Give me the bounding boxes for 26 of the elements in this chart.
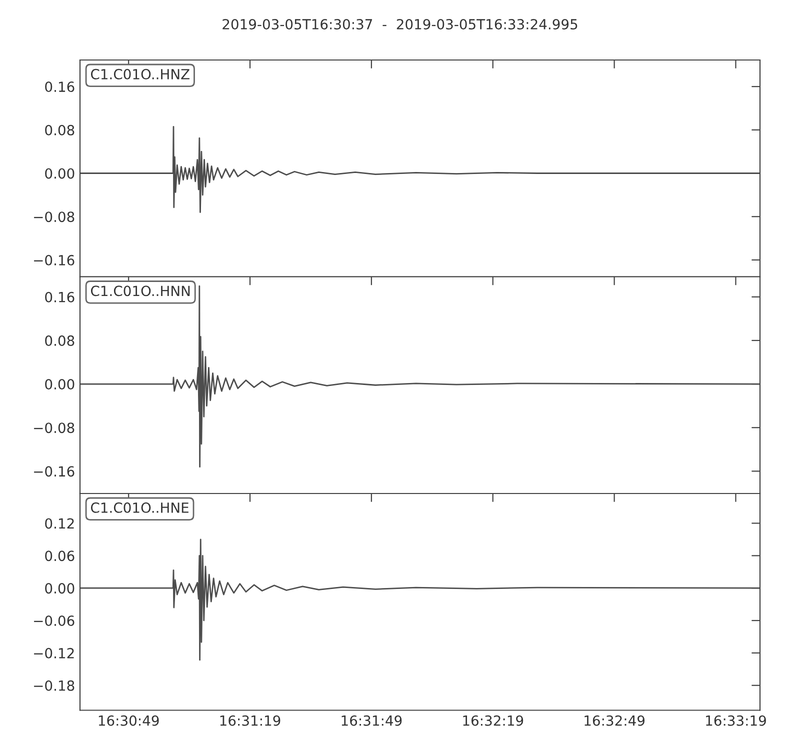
annotation: C1.C01O..HNN: [90, 286, 190, 296]
y-tick-label: 0.08: [45, 124, 74, 136]
x-tick-label: 16:32:19: [463, 715, 524, 726]
x-tick-label: 16:31:49: [342, 715, 402, 726]
y-tick-label: 0.16: [45, 292, 74, 302]
y-tick-label: −0.16: [34, 466, 74, 477]
y-tick-label: 0.12: [45, 518, 74, 529]
y-tick-label: 0.00: [45, 168, 74, 179]
y-tick-label: −0.18: [34, 680, 74, 691]
annotation: C1.C01O..HNE: [90, 502, 188, 513]
y-tick-label: −0.16: [34, 254, 74, 266]
x-tick-label: 16:31:19: [220, 715, 280, 726]
annotation: C1.C01O..HNZ: [90, 68, 190, 80]
y-tick-label: 0.16: [45, 82, 74, 92]
x-tick-label: 16:32:49: [584, 715, 645, 726]
y-tick-label: −0.08: [34, 422, 74, 434]
y-tick-label: 0.06: [45, 550, 74, 562]
y-tick-label: −0.06: [34, 615, 74, 626]
x-tick-label: 16:33:19: [706, 715, 766, 726]
y-tick-label: −0.12: [34, 648, 74, 658]
y-tick-label: −0.08: [34, 212, 74, 222]
y-tick-label: 0.08: [45, 335, 74, 346]
x-tick-label: 16:30:49: [98, 715, 159, 726]
chart-title: 2019-03-05T16:30:37 - 2019-03-05T16:33:24.995: [222, 18, 578, 30]
y-tick-label: 0.00: [45, 379, 74, 390]
y-tick-label: 0.00: [45, 583, 74, 594]
